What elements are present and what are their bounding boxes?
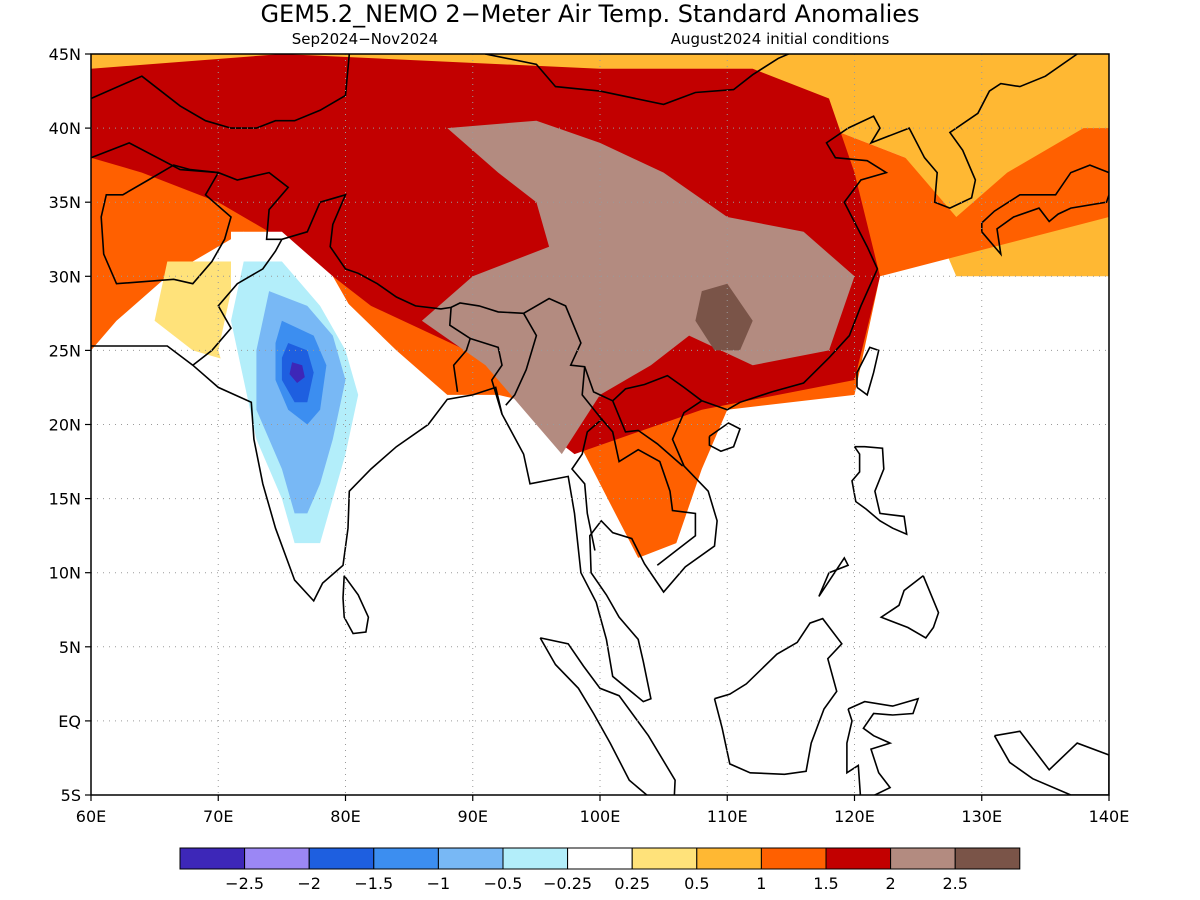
lon-tick-label: 80E [330,807,360,826]
legend-swatch [696,847,762,870]
lat-tick-label: 20N [49,416,81,435]
anomaly-region [91,54,880,455]
map-title: GEM5.2_NEMO 2−Meter Air Temp. Standard A… [260,0,919,28]
legend-label: 0.5 [684,874,709,893]
anomaly-region [91,54,1109,277]
legend-label: −1 [427,874,451,893]
coastline [100,164,232,285]
legend-swatch [954,847,1021,870]
legend-swatch [437,847,504,870]
season-subtitle: Sep2024−Nov2024 [292,30,438,48]
anomaly-region [695,283,753,351]
legend-label: −0.5 [484,874,523,893]
color-legend: −2.5 −2 −1.5 −1 −0.5 −0.25 0.25 0.5 1 1.5 2 2.5 [179,847,1021,893]
legend-swatch [179,847,246,870]
lat-tick-label: 15N [49,490,81,509]
lat-tick-label: 40N [49,119,81,138]
coastline [846,697,920,795]
coastline [505,312,538,406]
legend-label: −1.5 [354,874,393,893]
legend-swatch [890,847,956,870]
coastline [708,422,741,453]
legend-swatch [244,847,310,870]
coastline [713,617,843,776]
legend-label: −0.25 [543,874,592,893]
coastline [980,164,1109,257]
legend-label: −2 [297,874,321,893]
legend-swatch [631,847,698,870]
lon-tick-label: 140E [1089,807,1130,826]
coastline [539,637,676,795]
coastline [469,337,503,415]
axis-tick-labels: 60E 70E 80E 90E 100E 110E 120E 130E 140E 45N 40N 35… [49,45,1130,826]
lon-tick-label: 110E [707,807,748,826]
anomaly-region [289,362,305,383]
lat-tick-label: 45N [49,45,81,64]
lat-tick-label: 10N [49,564,81,583]
coastline [581,366,697,566]
legend-swatch [825,847,892,870]
legend-label: 0.25 [614,874,650,893]
coastline [192,238,283,366]
legend-label: 1 [756,874,766,893]
lat-tick-label: 5N [59,638,81,657]
init-subtitle: August2024 initial conditions [671,30,890,48]
coastline [91,54,351,129]
coastline-layer [91,54,1109,795]
coastline [91,54,1078,703]
coastline [342,575,370,635]
lon-tick-label: 100E [580,807,621,826]
lon-tick-label: 90E [458,807,488,826]
legend-swatch [308,847,375,870]
coastline [611,400,684,467]
legend-label: −2.5 [225,874,264,893]
coastline [570,417,604,551]
legend-swatch [567,847,633,870]
legend-label: 1.5 [813,874,838,893]
lon-tick-label: 70E [203,807,233,826]
legend-swatch [373,847,439,870]
coastline [818,556,850,597]
lon-tick-label: 120E [834,807,875,826]
legend-swatch [502,847,569,870]
lat-tick-label: 35N [49,193,81,212]
legend-label: 2.5 [942,874,967,893]
lat-tick-label: 5S [61,786,81,805]
lon-tick-label: 130E [961,807,1002,826]
legend-label: 2 [886,874,896,893]
coastline [484,54,791,106]
lon-tick-label: 60E [76,807,106,826]
coastline [879,575,940,639]
coastline [851,445,908,536]
coastline [856,346,880,397]
lat-tick-label: 30N [49,267,81,286]
anomaly-region [421,120,855,455]
coastline [91,142,703,402]
anomaly-fill-layer [91,54,1109,588]
coastline [993,730,1109,795]
coastline [448,307,472,393]
lat-tick-label: 25N [49,341,81,360]
legend-swatch [760,847,827,870]
lat-tick-label: EQ [58,712,81,731]
